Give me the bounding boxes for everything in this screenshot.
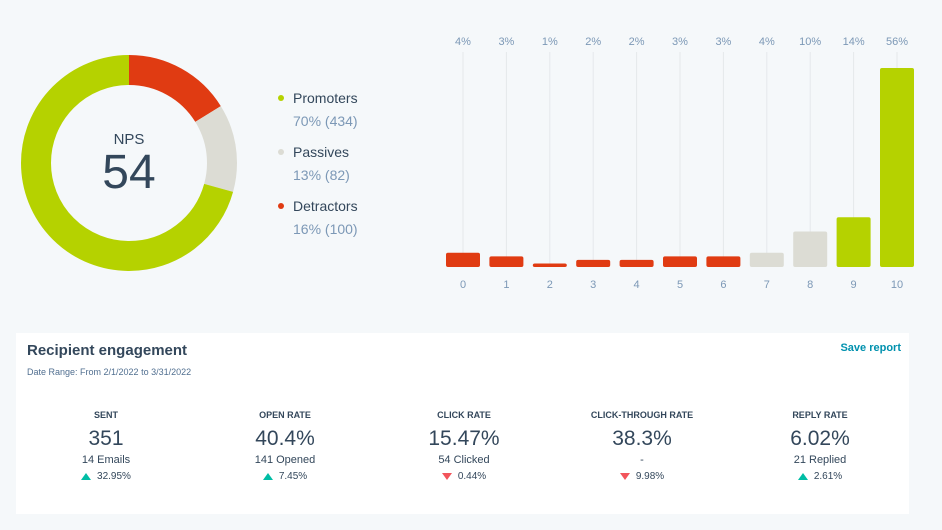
- metric-value: 15.47%: [428, 427, 500, 450]
- x-tick-label: 7: [764, 279, 770, 291]
- trend-up-icon: [81, 472, 92, 480]
- change-value: 9.98%: [635, 471, 665, 482]
- bar-value-label: 4%: [759, 36, 775, 48]
- metric-sub: 14 Emails: [81, 454, 131, 466]
- trend-up-icon: [797, 472, 808, 480]
- bar-value-label: 1%: [542, 36, 558, 48]
- metric-label: CLICK RATE: [437, 410, 491, 420]
- trend-down-icon: [619, 472, 630, 480]
- bar-value-label: 2%: [585, 36, 601, 48]
- metric-label: CLICK-THROUGH RATE: [590, 410, 694, 420]
- bar-score-0[interactable]: [446, 252, 480, 267]
- bar-value-label: 14%: [843, 36, 865, 48]
- bar-score-10[interactable]: [880, 68, 914, 267]
- x-tick-label: 5: [677, 279, 683, 291]
- nps-legend: Promoters 70% (434) Passives 13% (82) De…: [276, 90, 416, 252]
- trend-down-icon: [441, 472, 452, 480]
- donut-segment-passives: [21, 55, 237, 271]
- recipient-engagement-card: Recipient engagement Save report Date Ra…: [16, 333, 909, 514]
- bar-score-8[interactable]: [793, 231, 828, 267]
- metric-click-through-rate: CLICK-THROUGH RATE 38.3% - 9.98%: [542, 410, 742, 484]
- metric-change: 7.45%: [185, 471, 385, 484]
- bar-value-label: 3%: [672, 36, 688, 48]
- detractors-dot-icon: [278, 203, 284, 209]
- x-tick-label: 4: [634, 279, 640, 291]
- metric-click-rate: CLICK RATE 15.47% 54 Clicked 0.44%: [364, 410, 564, 484]
- bar-value-label: 10%: [799, 36, 821, 48]
- x-tick-label: 0: [460, 279, 466, 291]
- nps-donut-svg: [21, 55, 237, 271]
- change-value: 32.95%: [97, 471, 131, 482]
- x-tick-label: 8: [807, 279, 813, 291]
- x-tick-label: 2: [547, 279, 553, 291]
- bar-value-label: 56%: [886, 36, 908, 48]
- metric-value: 351: [88, 427, 124, 450]
- change-value: 7.45%: [278, 471, 308, 482]
- metric-value: 38.3%: [612, 427, 672, 450]
- metric-sub: 54 Clicked: [438, 454, 490, 466]
- legend-label-detractors: Detractors: [293, 198, 358, 214]
- metric-reply-rate: REPLY RATE 6.02% 21 Replied 2.61%: [720, 410, 920, 484]
- trend-up-icon: [262, 472, 273, 480]
- metric-sent: SENT 351 14 Emails 32.95%: [6, 410, 206, 484]
- score-distribution-svg: 4% 0 3% 1 1% 2 2% 3 2% 4 3% 5 3% 6 4% 7 10% 8 14% 9 56% 10: [446, 36, 914, 291]
- change-value: 0.44%: [457, 471, 487, 482]
- change-value: 2.61%: [813, 471, 843, 482]
- bar-score-7[interactable]: [749, 252, 784, 267]
- x-tick-label: 3: [590, 279, 596, 291]
- metric-sub: 141 Opened: [254, 454, 316, 466]
- legend-value-promoters: 70% (434): [293, 113, 358, 129]
- legend-item-detractors: Detractors 16% (100): [276, 198, 416, 252]
- legend-item-promoters: Promoters 70% (434): [276, 90, 416, 144]
- metric-label: REPLY RATE: [792, 410, 848, 420]
- promoters-dot-icon: [278, 95, 284, 101]
- x-tick-label: 9: [851, 279, 857, 291]
- metric-label: SENT: [93, 410, 118, 420]
- legend-value-passives: 13% (82): [293, 167, 350, 183]
- nps-score: 54: [102, 146, 156, 199]
- metric-label: OPEN RATE: [259, 410, 311, 420]
- legend-label-passives: Passives: [293, 144, 350, 160]
- metric-sub: 21 Replied: [793, 454, 847, 466]
- metric-sub: -: [640, 454, 644, 466]
- metric-open-rate: OPEN RATE 40.4% 141 Opened 7.45%: [185, 410, 385, 484]
- bar-value-label: 2%: [629, 36, 645, 48]
- metric-value: 40.4%: [255, 427, 315, 450]
- nps-summary-panel: NPS 54 Promoters 70% (434) Passives 13% …: [20, 0, 920, 300]
- donut-segment-promoters: [21, 55, 237, 271]
- bar-score-2[interactable]: [532, 263, 567, 267]
- bar-score-4[interactable]: [619, 259, 654, 267]
- x-tick-label: 6: [720, 279, 726, 291]
- card-title: Recipient engagement: [27, 342, 188, 359]
- bar-score-3[interactable]: [576, 259, 611, 267]
- nps-label: NPS: [113, 131, 145, 148]
- legend-label-promoters: Promoters: [293, 90, 358, 106]
- metrics-row: SENT 351 14 Emails 32.95% OPEN RATE 40.4…: [16, 410, 909, 490]
- bar-score-6[interactable]: [706, 256, 741, 267]
- bar-value-label: 4%: [455, 36, 471, 48]
- legend-value-detractors: 16% (100): [293, 221, 358, 237]
- x-tick-label: 10: [891, 279, 903, 291]
- metric-change: 2.61%: [720, 471, 920, 484]
- bar-value-label: 3%: [498, 36, 514, 48]
- metric-change: 9.98%: [542, 471, 742, 484]
- metric-change: 32.95%: [6, 471, 206, 484]
- date-range: Date Range: From 2/1/2022 to 3/31/2022: [27, 367, 192, 377]
- score-distribution-chart: 4% 0 3% 1 1% 2 2% 3 2% 4 3% 5 3% 6 4% 7 10% 8 14% 9 56% 10: [440, 0, 920, 300]
- metric-value: 6.02%: [790, 427, 850, 450]
- nps-donut-chart: NPS 54: [20, 54, 238, 272]
- bar-score-1[interactable]: [489, 256, 524, 267]
- bar-score-5[interactable]: [663, 256, 697, 267]
- x-tick-label: 1: [503, 279, 509, 291]
- legend-item-passives: Passives 13% (82): [276, 144, 416, 198]
- save-report-link[interactable]: Save report: [840, 342, 901, 354]
- bar-score-9[interactable]: [836, 217, 871, 267]
- bar-value-label: 3%: [715, 36, 731, 48]
- metric-change: 0.44%: [364, 471, 564, 484]
- passives-dot-icon: [278, 149, 284, 155]
